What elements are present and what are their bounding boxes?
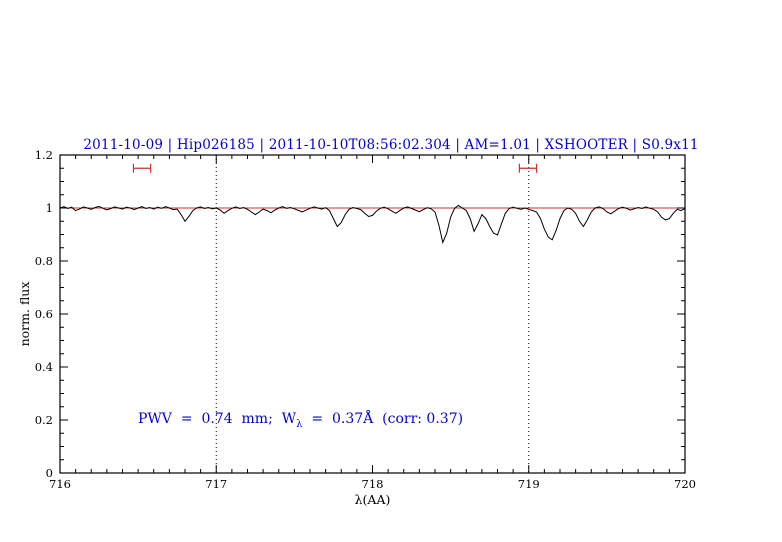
pwv-annotation-sub: λ: [296, 418, 303, 430]
y-tick-label: 1.2: [35, 148, 53, 162]
pwv-annotation-pre: PWV = 0.74 mm; W: [138, 411, 297, 427]
plot-title: 2011-10-09 | Hip026185 | 2011-10-10T08:5…: [83, 137, 699, 153]
y-tick-label: 0.8: [35, 254, 53, 268]
x-tick-label: 717: [205, 477, 227, 491]
x-tick-label: 720: [674, 477, 696, 491]
x-axis-label: λ(AA): [354, 492, 391, 507]
pwv-annotation-post: = 0.37Å (corr: 0.37): [302, 411, 464, 427]
x-tick-label: 719: [518, 477, 540, 491]
y-tick-label: 1: [46, 201, 53, 215]
y-tick-label: 0.6: [35, 307, 53, 321]
y-axis-label: norm. flux: [17, 281, 32, 347]
x-tick-label: 718: [362, 477, 384, 491]
y-tick-label: 0: [46, 466, 53, 480]
y-tick-label: 0.4: [35, 360, 53, 374]
spectrum-line: [59, 204, 686, 245]
y-tick-label: 0.2: [35, 413, 53, 427]
x-tick-label: 716: [49, 477, 71, 491]
pwv-annotation: PWV = 0.74 mm; Wλ = 0.37Å (corr: 0.37): [138, 411, 463, 430]
